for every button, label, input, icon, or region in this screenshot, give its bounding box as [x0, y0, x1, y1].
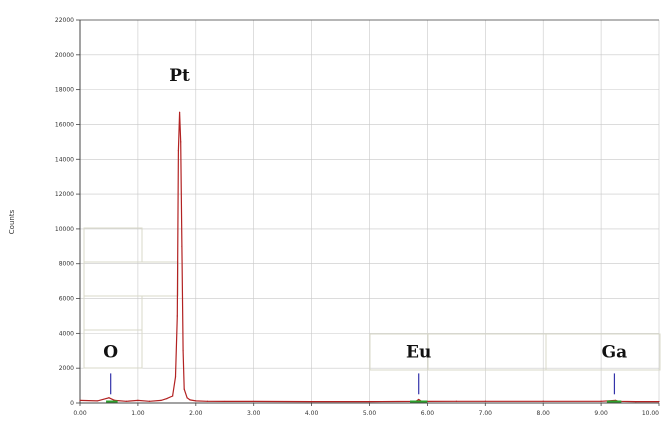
data-point	[253, 400, 255, 403]
x-tick-label: 4.00	[305, 410, 319, 417]
overlay-boxes	[83, 227, 661, 371]
data-point	[176, 315, 178, 317]
peak-annotations: Pt O Eu Ga	[103, 66, 627, 363]
data-point	[600, 400, 602, 402]
data-point	[96, 400, 98, 402]
data-point	[108, 397, 110, 399]
data-point	[195, 400, 197, 402]
x-tick-label: 3.00	[247, 410, 261, 417]
y-tick-label: 8000	[59, 261, 74, 268]
y-tick-label: 2000	[59, 365, 74, 372]
tick-labels: 0.00 1.00 2.00 3.00 4.00 5.00 6.00 7.00 8.00 9.00…	[55, 17, 660, 417]
data-point	[137, 399, 139, 401]
x-tick-label: 5.00	[363, 410, 377, 417]
data-point	[79, 399, 81, 401]
x-tick-label: 0.00	[73, 410, 87, 417]
data-point	[160, 399, 162, 401]
x-tick-label: 8.00	[537, 410, 551, 417]
x-tick-label: 10.00	[642, 410, 659, 417]
data-point	[166, 398, 168, 400]
peak-label: Ga	[602, 343, 628, 363]
data-point	[224, 400, 226, 403]
data-point	[181, 245, 183, 247]
data-point	[183, 388, 185, 390]
y-tick-label: 16000	[55, 121, 74, 128]
y-tick-label: 14000	[55, 156, 74, 163]
y-tick-label: 22000	[55, 17, 74, 24]
data-point	[658, 401, 660, 403]
y-tick-label: 18000	[55, 87, 74, 94]
y-tick-label: 10000	[55, 226, 74, 233]
data-point	[182, 350, 184, 352]
y-tick-label: 20000	[55, 52, 74, 59]
y-tick-label: 6000	[59, 296, 74, 303]
data-point	[174, 376, 177, 378]
data-point	[542, 400, 544, 402]
x-tick-label: 9.00	[594, 410, 608, 417]
data-point	[418, 398, 420, 401]
data-point	[368, 401, 371, 403]
x-tick-label: 6.00	[421, 410, 435, 417]
data-point	[206, 400, 208, 402]
data-point	[311, 401, 313, 403]
data-point	[186, 397, 188, 399]
data-point	[172, 395, 174, 397]
data-point	[125, 400, 127, 402]
element-markers	[110, 373, 616, 395]
data-point	[484, 400, 486, 402]
peak-label: Eu	[406, 343, 431, 363]
x-tick-label: 7.00	[479, 410, 493, 417]
data-point	[148, 400, 151, 402]
y-tick-label: 0	[70, 400, 74, 407]
peak-label: O	[103, 343, 118, 363]
peak-label: Pt	[169, 66, 190, 86]
y-tick-label: 12000	[55, 191, 74, 198]
data-point	[178, 111, 181, 113]
data-point	[177, 149, 180, 152]
y-axis-label: Counts	[8, 209, 16, 234]
x-tick-label: 1.00	[131, 410, 145, 417]
data-point	[180, 141, 182, 143]
data-point	[189, 399, 191, 401]
data-point	[455, 400, 457, 402]
y-tick-label: 4000	[59, 330, 74, 337]
x-tick-label: 2.00	[189, 410, 203, 417]
series	[79, 111, 660, 403]
data-point	[635, 401, 637, 403]
